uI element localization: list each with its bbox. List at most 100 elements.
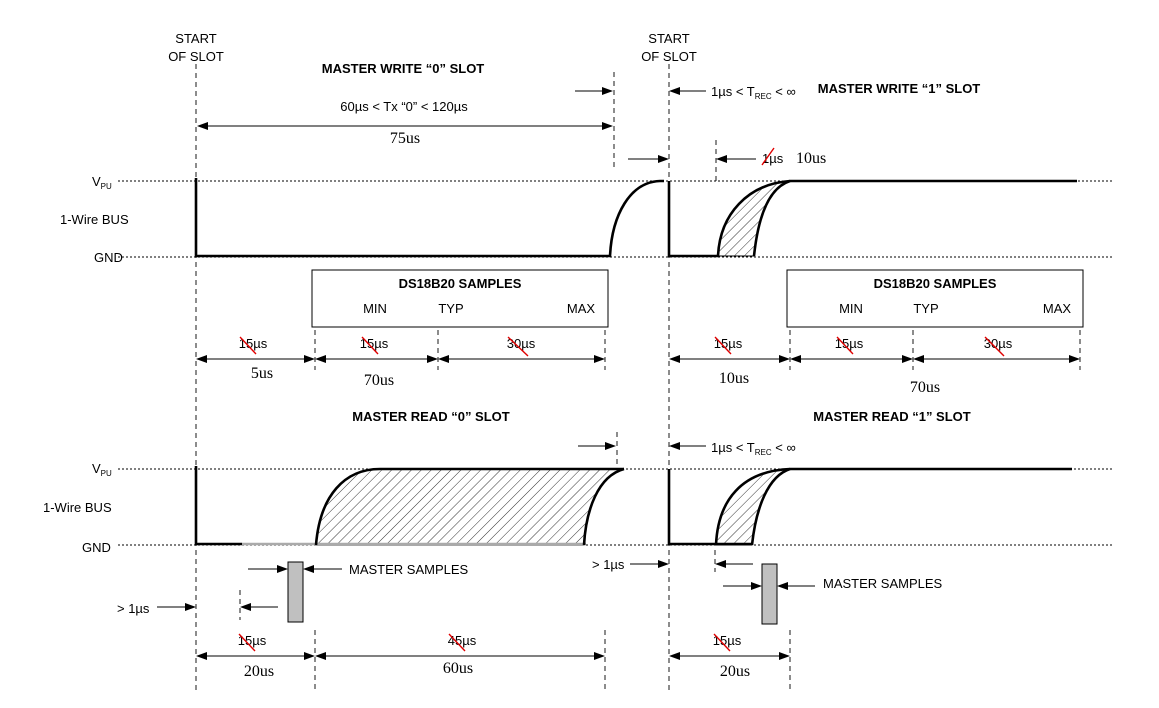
read0-sample-arrow-left xyxy=(248,565,288,573)
start-of-slot-label-right-line2: OF SLOT xyxy=(641,49,697,64)
samples-left-old-a-strike xyxy=(239,336,257,355)
gnd-label-top: GND xyxy=(94,250,123,265)
trec-arrow-top xyxy=(669,87,706,95)
gnd-label-bottom: GND xyxy=(82,540,111,555)
bus-label-top: 1-Wire BUS xyxy=(60,212,129,227)
samples-left-old-c-strike xyxy=(507,336,529,357)
read0-end-arrow xyxy=(578,442,616,450)
samples-left-old-b-strike xyxy=(361,336,379,355)
read0-title: MASTER READ “0” SLOT xyxy=(352,409,510,424)
read0-old-a-strike xyxy=(238,633,256,652)
vpu-label-top: VPU xyxy=(92,174,112,191)
read1-old-a: 15µs xyxy=(713,633,742,648)
samples-right-old-c-strike xyxy=(984,336,1005,357)
samples-right-old-c: 30µs xyxy=(984,336,1013,351)
samples-title-left: DS18B20 SAMPLES xyxy=(399,276,522,291)
samples-right-old-a-strike xyxy=(714,336,732,355)
samples-min-right: MIN xyxy=(839,301,863,316)
write1-release-arrow xyxy=(716,155,756,163)
read0-arrow-b xyxy=(315,652,605,660)
samples-title-right: DS18B20 SAMPLES xyxy=(874,276,997,291)
write1-title: MASTER WRITE “1” SLOT xyxy=(818,81,981,96)
write1-old-release-strike xyxy=(761,147,775,166)
vpu-label-bottom: VPU xyxy=(92,461,112,478)
read1-new-a: 20us xyxy=(720,663,750,680)
write1-gap-arrow xyxy=(628,155,669,163)
read-gap-arrow xyxy=(630,560,669,568)
write0-duration-arrow xyxy=(197,122,613,130)
samples-box-right xyxy=(786,269,1084,328)
read1-arrow-a xyxy=(669,652,790,660)
read0-hold-hatch xyxy=(315,468,625,546)
samples-max-right: MAX xyxy=(1043,301,1072,316)
read0-new-a: 20us xyxy=(244,663,274,680)
write1-release-curve xyxy=(752,179,791,257)
read0-master-sample-bar xyxy=(287,561,304,623)
write0-end-arrow xyxy=(575,87,613,95)
samples-right-old-b-strike xyxy=(836,336,854,355)
start-of-slot-label-right: START xyxy=(648,31,689,46)
read0-gt1us-label: > 1µs xyxy=(117,601,150,616)
samples-max-left: MAX xyxy=(567,301,596,316)
read1-rise-curve xyxy=(714,467,1072,546)
read0-new-b: 60us xyxy=(443,660,473,677)
start-of-slot-label-left-line2: OF SLOT xyxy=(168,49,224,64)
read0-old-b: 45µs xyxy=(448,633,477,648)
samples-right-old-a: 15µs xyxy=(714,336,743,351)
samples-right-arrow-a xyxy=(669,355,790,363)
samples-min-left: MIN xyxy=(363,301,387,316)
read0-sample-arrow-right xyxy=(303,565,342,573)
read-gap-label: > 1µs xyxy=(592,557,625,572)
samples-typ-left: TYP xyxy=(438,301,463,316)
svg-text:VPU: VPU xyxy=(92,174,112,191)
svg-text:> 1µs: > 1µs xyxy=(592,557,625,572)
trec-label-top: 1µs < TREC < ∞ xyxy=(711,84,796,101)
samples-left-new-b: 70us xyxy=(364,372,394,389)
read0-old-a: 15µs xyxy=(238,633,267,648)
read1-sample-arrow-right xyxy=(777,582,815,590)
read1-master-samples-label: MASTER SAMPLES xyxy=(823,576,943,591)
bus-label-bottom: 1-Wire BUS xyxy=(43,500,112,515)
read0-release-curve xyxy=(582,467,625,546)
samples-left-old-b: 15µs xyxy=(360,336,389,351)
read0-gt1us-arrow-left xyxy=(157,603,196,611)
samples-left-arrow-b xyxy=(315,355,438,363)
read0-arrow-a xyxy=(196,652,315,660)
svg-text:VPU: VPU xyxy=(92,461,112,478)
read0-gt1us-arrow-right xyxy=(240,603,278,611)
read1-sample-arrow-left xyxy=(723,582,762,590)
svg-text:> 1µs: > 1µs xyxy=(117,601,150,616)
read0-master-samples-label: MASTER SAMPLES xyxy=(349,562,469,577)
read1-waveform xyxy=(667,469,752,546)
read0-waveform xyxy=(194,466,242,546)
write0-title: MASTER WRITE “0” SLOT xyxy=(322,61,485,76)
write1-new-release: 10us xyxy=(796,150,826,167)
write1-waveform xyxy=(667,179,1077,258)
samples-typ-right: TYP xyxy=(913,301,938,316)
samples-left-old-a: 15µs xyxy=(239,336,268,351)
read1-title: MASTER READ “1” SLOT xyxy=(813,409,971,424)
write0-waveform xyxy=(194,178,664,258)
samples-right-arrow-c xyxy=(913,355,1080,363)
samples-left-old-c: 30µs xyxy=(507,336,536,351)
samples-right-arrow-b xyxy=(790,355,913,363)
trec-label-bottom: 1µs < TREC < ∞ xyxy=(711,440,796,457)
start-of-slot-label-left: START xyxy=(175,31,216,46)
samples-right-new-a: 10us xyxy=(719,370,749,387)
write1-old-release: 1µs xyxy=(762,151,784,166)
read1-master-sample-bar xyxy=(761,563,778,625)
samples-left-new-a: 5us xyxy=(251,365,273,382)
read1-old-a-strike xyxy=(713,633,731,652)
samples-left-arrow-c xyxy=(438,355,605,363)
trec-arrow-bottom xyxy=(669,442,706,450)
read0-old-b-strike xyxy=(448,633,466,652)
read1-release-curve xyxy=(750,467,791,546)
read0-rise-curve xyxy=(314,467,624,546)
samples-left-arrow-a xyxy=(196,355,315,363)
samples-box-left xyxy=(311,269,609,328)
write0-range: 60µs < Tx “0” < 120µs xyxy=(340,99,468,114)
read1-release-arrow xyxy=(715,560,753,568)
samples-right-old-b: 15µs xyxy=(835,336,864,351)
svg-text:1µs < TREC < ∞: 1µs < TREC < ∞ xyxy=(711,440,796,457)
